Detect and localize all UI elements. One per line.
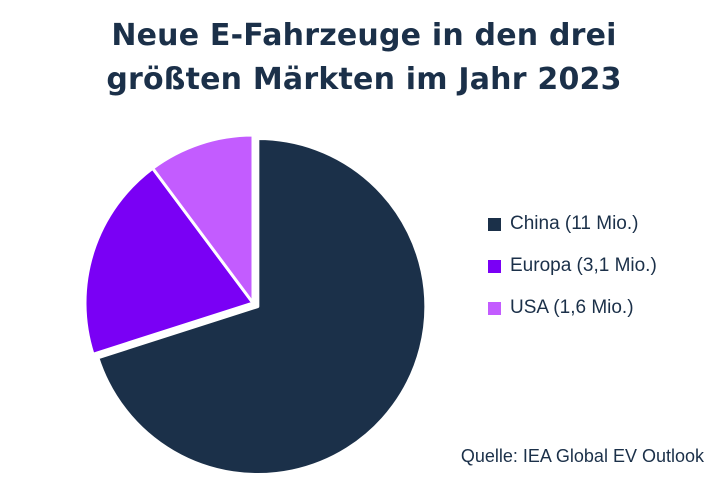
pie-slice-europa <box>83 166 255 356</box>
legend-item-china: China (11 Mio.) <box>488 212 657 236</box>
legend: China (11 Mio.) Europa (3,1 Mio.) USA (1… <box>488 212 657 338</box>
legend-swatch-europa <box>488 259 501 273</box>
pie-slice-china <box>96 137 428 477</box>
legend-label-usa: USA (1,6 Mio.) <box>510 297 634 318</box>
pie-slice-usa <box>151 133 255 305</box>
legend-swatch-usa <box>488 301 501 315</box>
legend-item-usa: USA (1,6 Mio.) <box>488 296 657 320</box>
chart-title-line-1: Neue E-Fahrzeuge in den drei <box>111 18 617 53</box>
chart-title: Neue E-Fahrzeuge in den drei größten Mär… <box>0 14 728 102</box>
legend-item-europa: Europa (3,1 Mio.) <box>488 254 657 278</box>
chart-title-line-2: größten Märkten im Jahr 2023 <box>106 62 622 97</box>
legend-label-europa: Europa (3,1 Mio.) <box>510 255 657 276</box>
source-note: Quelle: IEA Global EV Outlook <box>460 446 704 466</box>
pie-slices <box>83 133 428 477</box>
legend-label-china: China (11 Mio.) <box>510 213 639 234</box>
legend-swatch-china <box>488 217 501 231</box>
